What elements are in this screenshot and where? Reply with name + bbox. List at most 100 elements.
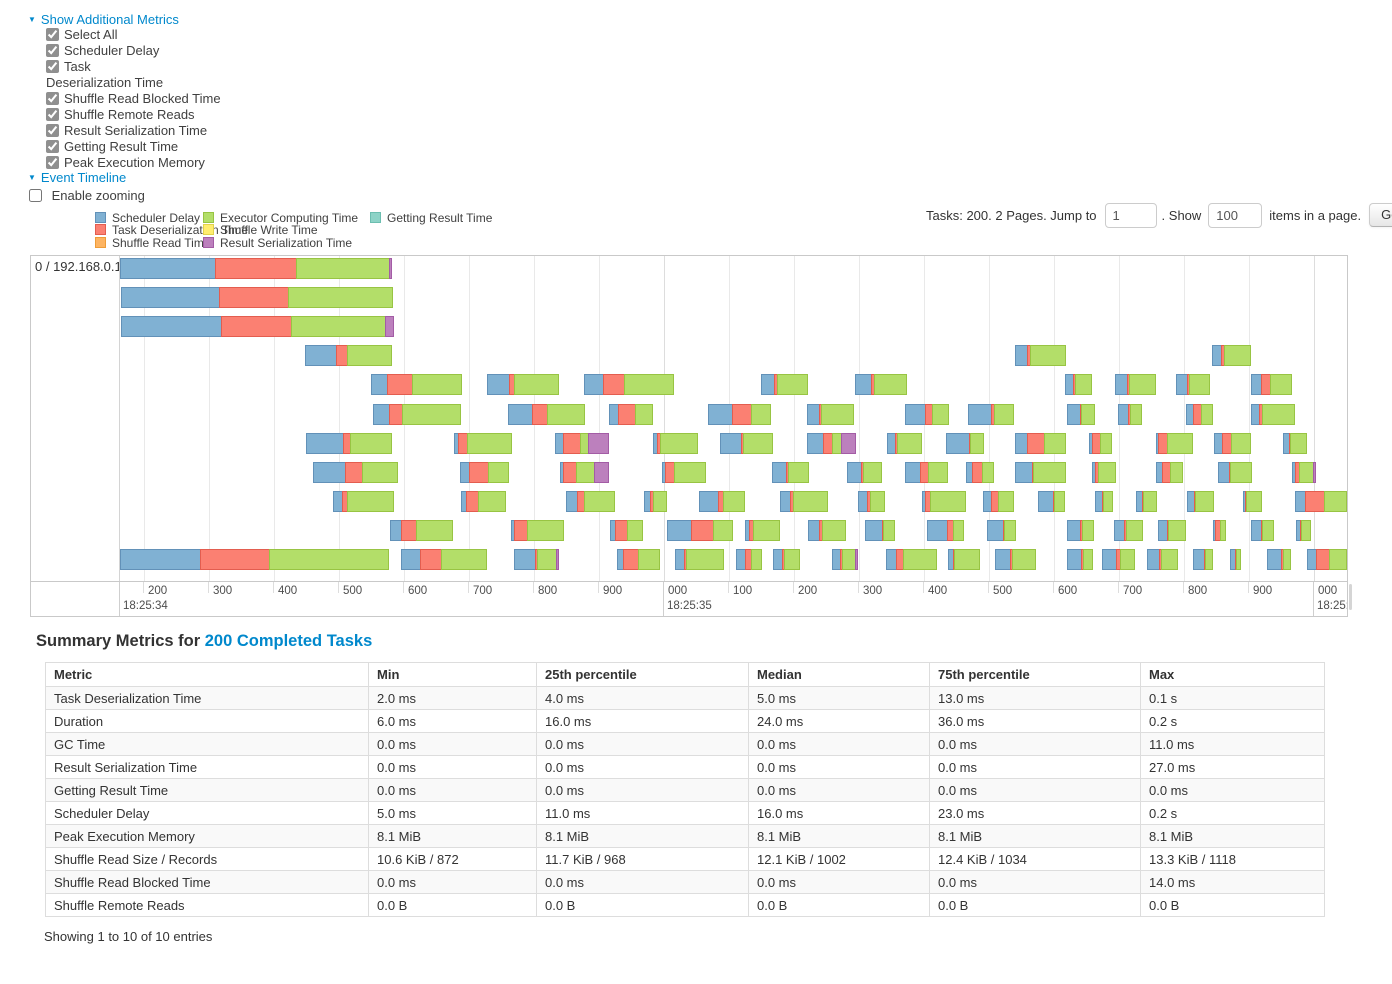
items-per-page-input[interactable] [1208, 202, 1263, 228]
timeline-task-bar[interactable] [313, 462, 398, 483]
timeline-task-bar[interactable] [373, 404, 461, 425]
timeline-task-bar[interactable] [653, 433, 698, 454]
timeline-task-bar[interactable] [1295, 491, 1347, 512]
timeline-task-bar[interactable] [1283, 433, 1307, 454]
timeline-task-bar[interactable] [720, 433, 773, 454]
timeline-task-bar[interactable] [1214, 433, 1251, 454]
show-additional-metrics-toggle[interactable]: ▼ Show Additional Metrics [28, 12, 179, 27]
timeline-task-bar[interactable] [1158, 520, 1186, 541]
timeline-task-bar[interactable] [514, 549, 559, 570]
timeline-task-bar[interactable] [566, 491, 615, 512]
timeline-task-bar[interactable] [1292, 462, 1316, 483]
timeline-task-bar[interactable] [773, 549, 800, 570]
timeline-task-bar[interactable] [1092, 462, 1116, 483]
event-timeline-toggle[interactable]: ▼ Event Timeline [28, 170, 126, 185]
metric-checkbox-result-serialization-time[interactable] [46, 124, 59, 137]
jump-to-page-input[interactable] [1104, 202, 1157, 228]
timeline-task-bar[interactable] [1015, 345, 1066, 366]
timeline-task-bar[interactable] [610, 520, 643, 541]
timeline-task-bar[interactable] [1156, 433, 1193, 454]
timeline-task-bar[interactable] [905, 462, 948, 483]
timeline-task-bar[interactable] [121, 316, 394, 337]
timeline-task-bar[interactable] [401, 549, 487, 570]
timeline-task-bar[interactable] [120, 258, 392, 279]
timeline-task-bar[interactable] [1176, 374, 1210, 395]
timeline-task-bar[interactable] [922, 491, 966, 512]
timeline-task-bar[interactable] [807, 433, 856, 454]
timeline-task-bar[interactable] [1251, 404, 1295, 425]
timeline-task-bar[interactable] [865, 520, 895, 541]
timeline-task-bar[interactable] [306, 433, 392, 454]
timeline-task-bar[interactable] [1089, 433, 1112, 454]
timeline-task-bar[interactable] [1065, 374, 1092, 395]
go-button[interactable]: Go [1369, 203, 1392, 227]
metric-checkbox-task-deserialization-time[interactable] [46, 60, 59, 73]
timeline-task-bar[interactable] [858, 491, 885, 512]
timeline-task-bar[interactable] [808, 520, 846, 541]
timeline-task-bar[interactable] [807, 404, 854, 425]
timeline-scrollbar[interactable] [1349, 584, 1352, 610]
timeline-task-bar[interactable] [708, 404, 771, 425]
timeline-task-bar[interactable] [948, 549, 980, 570]
timeline-task-bar[interactable] [1147, 549, 1178, 570]
timeline-task-bar[interactable] [736, 549, 762, 570]
timeline-task-bar[interactable] [1243, 491, 1262, 512]
timeline-task-bar[interactable] [1115, 374, 1156, 395]
timeline-task-bar[interactable] [305, 345, 392, 366]
timeline-task-bar[interactable] [1251, 520, 1274, 541]
timeline-task-bar[interactable] [886, 549, 937, 570]
timeline-task-bar[interactable] [905, 404, 949, 425]
metric-checkbox-select-all[interactable] [46, 28, 59, 41]
timeline-task-bar[interactable] [1067, 404, 1095, 425]
timeline-task-bar[interactable] [1067, 520, 1094, 541]
timeline-task-bar[interactable] [772, 462, 809, 483]
timeline-task-bar[interactable] [1186, 404, 1213, 425]
timeline-task-bar[interactable] [699, 491, 745, 512]
timeline-task-bar[interactable] [1156, 462, 1183, 483]
completed-tasks-link[interactable]: 200 Completed Tasks [204, 632, 373, 650]
timeline-task-bar[interactable] [121, 287, 393, 308]
timeline-task-bar[interactable] [1015, 462, 1066, 483]
timeline-task-bar[interactable] [1136, 491, 1157, 512]
timeline-task-bar[interactable] [560, 462, 609, 483]
timeline-task-bar[interactable] [461, 491, 506, 512]
timeline-task-bar[interactable] [333, 491, 394, 512]
timeline-task-bar[interactable] [1193, 549, 1213, 570]
metric-checkbox-getting-result-time[interactable] [46, 140, 59, 153]
timeline-task-bar[interactable] [745, 520, 780, 541]
timeline-task-bar[interactable] [1067, 549, 1093, 570]
timeline-task-bar[interactable] [1251, 374, 1292, 395]
timeline-task-bar[interactable] [987, 520, 1016, 541]
timeline-task-bar[interactable] [927, 520, 964, 541]
timeline-task-bar[interactable] [855, 374, 907, 395]
timeline-task-bar[interactable] [1095, 491, 1113, 512]
timeline-task-bar[interactable] [371, 374, 462, 395]
timeline-task-bar[interactable] [1307, 549, 1347, 570]
timeline-task-bar[interactable] [662, 462, 706, 483]
timeline-task-bar[interactable] [1118, 404, 1142, 425]
timeline-task-bar[interactable] [761, 374, 808, 395]
timeline-task-bar[interactable] [1212, 345, 1251, 366]
timeline-task-bar[interactable] [390, 520, 453, 541]
timeline-task-bar[interactable] [780, 491, 828, 512]
timeline-task-bar[interactable] [983, 491, 1014, 512]
timeline-task-bar[interactable] [667, 520, 733, 541]
timeline-task-bar[interactable] [508, 404, 585, 425]
metric-checkbox-shuffle-read-blocked-time[interactable] [46, 92, 59, 105]
timeline-task-bar[interactable] [1102, 549, 1135, 570]
timeline-task-bar[interactable] [832, 549, 858, 570]
timeline-task-bar[interactable] [1230, 549, 1241, 570]
timeline-task-bar[interactable] [1296, 520, 1311, 541]
timeline-task-bar[interactable] [584, 374, 674, 395]
timeline-task-bar[interactable] [454, 433, 512, 454]
timeline-task-bar[interactable] [1114, 520, 1143, 541]
metric-checkbox-peak-execution-memory[interactable] [46, 156, 59, 169]
timeline-task-bar[interactable] [609, 404, 653, 425]
timeline-task-bar[interactable] [1218, 462, 1252, 483]
timeline-task-bar[interactable] [946, 433, 984, 454]
timeline-task-bar[interactable] [1213, 520, 1226, 541]
timeline-task-bar[interactable] [460, 462, 509, 483]
timeline-task-bar[interactable] [1038, 491, 1065, 512]
timeline-task-bar[interactable] [675, 549, 724, 570]
timeline-task-bar[interactable] [968, 404, 1014, 425]
